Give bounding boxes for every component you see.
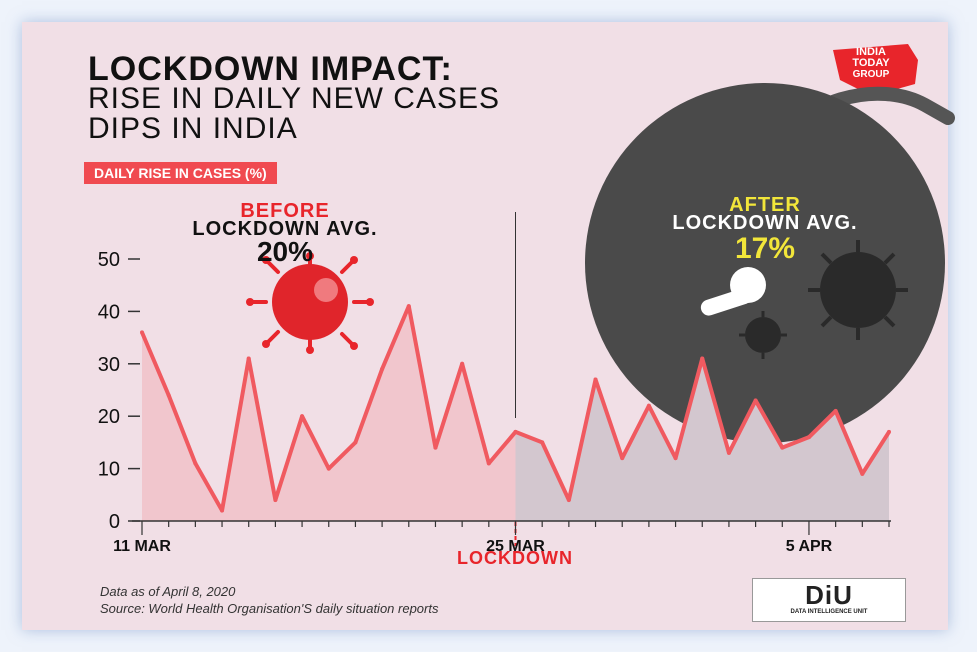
x-tick-label: 5 APR — [786, 538, 833, 555]
units-badge: DAILY RISE IN CASES (%) — [84, 162, 277, 184]
y-tick-label: 10 — [98, 459, 120, 481]
india-today-logo: INDIA TODAY GROUP — [835, 46, 907, 96]
diu-logo-subtext: DATA INTELLIGENCE UNIT — [753, 609, 905, 615]
title-line-3: DIPS IN INDIA — [88, 114, 298, 144]
y-tick-label: 0 — [109, 511, 120, 533]
y-tick-label: 50 — [98, 249, 120, 271]
y-tick-label: 40 — [98, 301, 120, 323]
y-axis: 0 10 20 30 40 50 — [98, 249, 140, 533]
data-date-note: Data as of April 8, 2020 — [100, 584, 235, 599]
area-before-lockdown — [142, 306, 516, 521]
x-tick-label: 11 MAR — [113, 538, 171, 555]
logo-line-3: GROUP — [835, 69, 907, 80]
logo-line-2: TODAY — [835, 58, 907, 69]
before-avg-value: 20% — [150, 236, 420, 268]
lockdown-label: LOCKDOWN — [420, 548, 610, 569]
diu-logo: DiU DATA INTELLIGENCE UNIT — [752, 578, 906, 622]
after-avg-value: 17% — [600, 232, 930, 266]
title-line-2: RISE IN DAILY NEW CASES — [88, 84, 500, 114]
source-note: Source: World Health Organisation'S dail… — [100, 601, 438, 616]
y-tick-label: 30 — [98, 354, 120, 376]
diu-logo-text: DiU — [753, 580, 905, 611]
y-tick-label: 20 — [98, 406, 120, 428]
